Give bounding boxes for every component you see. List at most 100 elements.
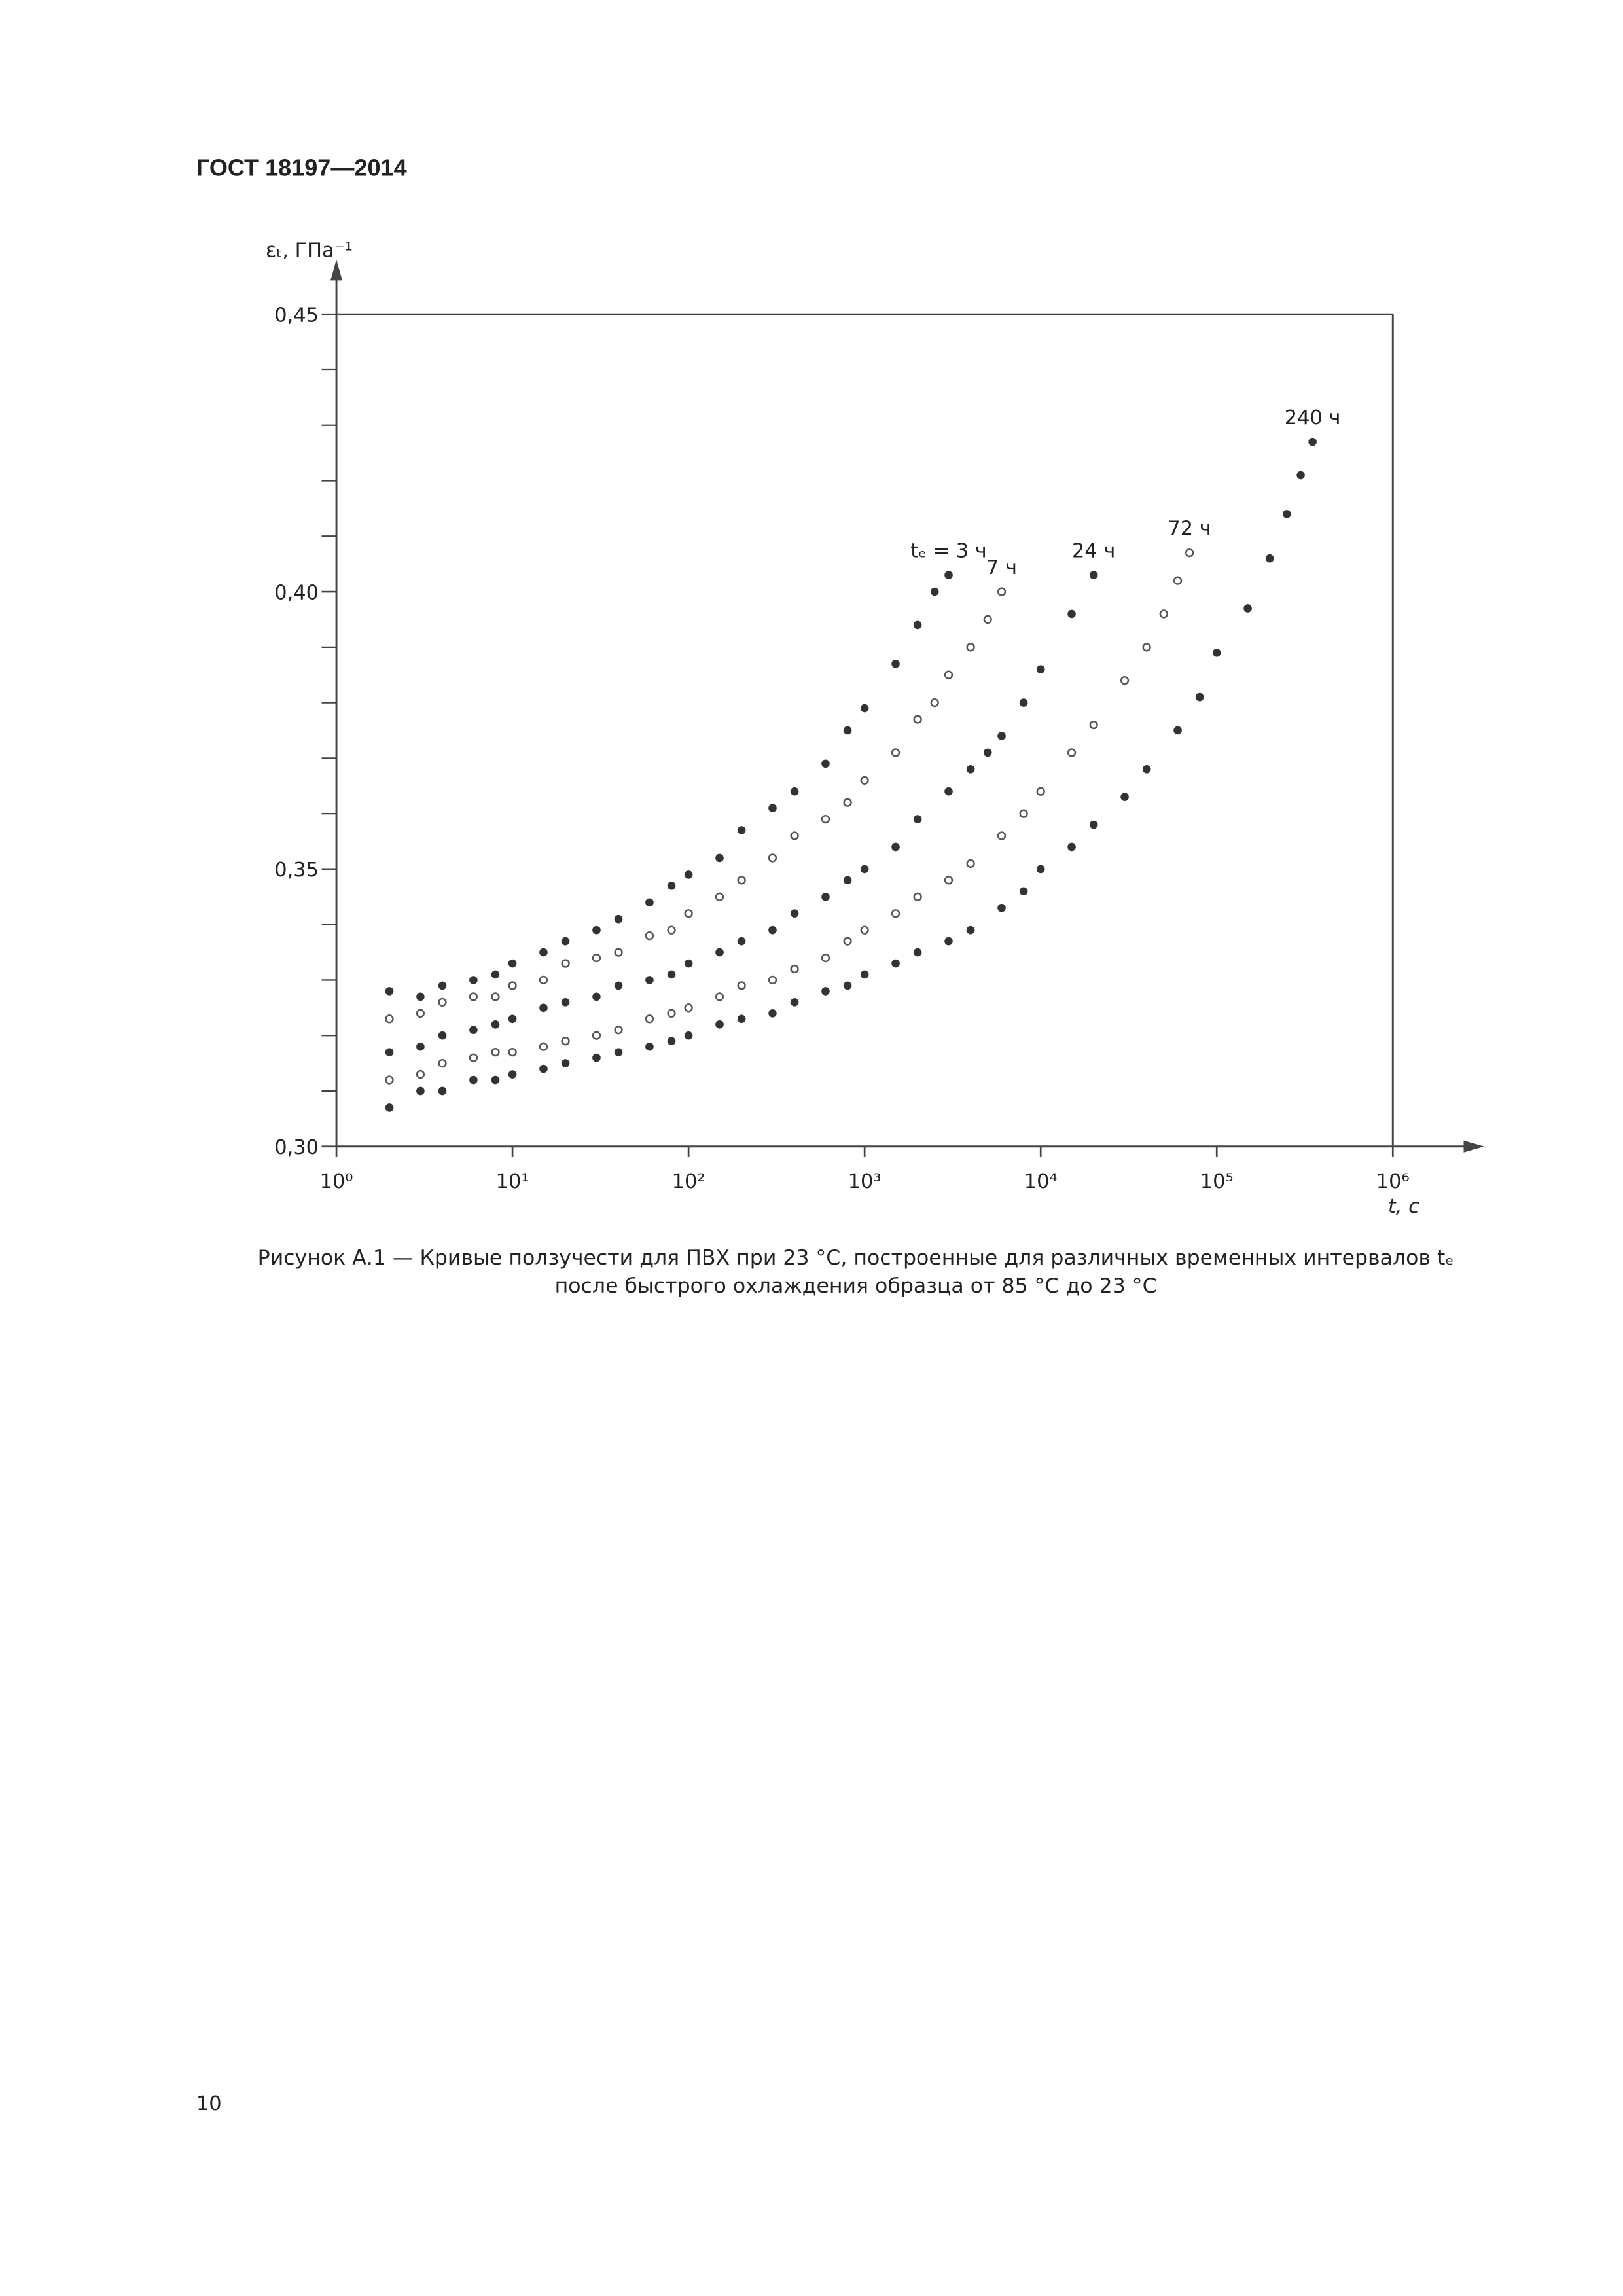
data-point <box>469 976 478 984</box>
data-point <box>768 925 777 935</box>
data-point <box>860 925 869 935</box>
data-point <box>821 953 830 963</box>
data-point <box>1067 748 1077 757</box>
x-tick-label: 10³ <box>848 1170 882 1193</box>
data-point <box>1173 576 1183 585</box>
data-point <box>385 1014 394 1024</box>
data-point <box>539 1003 548 1013</box>
data-point <box>667 1037 676 1045</box>
series-label: 240 ч <box>1285 406 1341 429</box>
data-point <box>385 1075 394 1085</box>
data-point <box>944 787 953 796</box>
data-point <box>983 615 992 624</box>
data-point <box>1036 787 1045 796</box>
data-point <box>491 1020 500 1029</box>
y-tick-label: 0,45 <box>274 304 319 327</box>
data-point <box>944 876 954 885</box>
data-point <box>913 815 922 823</box>
data-point <box>1282 510 1291 518</box>
data-point <box>715 853 724 863</box>
data-point <box>614 981 623 990</box>
data-point <box>891 659 900 668</box>
data-point <box>491 1047 500 1057</box>
caption-line: Рисунок А.1 — Кривые ползучести для ПВХ … <box>258 1246 1454 1270</box>
data-point <box>438 1031 447 1040</box>
data-point <box>469 1026 478 1035</box>
data-point <box>684 1031 693 1040</box>
data-point <box>645 1042 654 1051</box>
y-tick-label: 0,30 <box>274 1136 319 1159</box>
series-label: 7 ч <box>986 556 1017 579</box>
data-point <box>1142 765 1151 774</box>
series-label: 24 ч <box>1072 540 1115 563</box>
data-point <box>469 992 478 1001</box>
data-point <box>491 970 500 979</box>
data-point <box>1019 809 1028 818</box>
data-point <box>592 1053 601 1062</box>
data-point <box>438 1058 447 1068</box>
data-point <box>715 892 724 901</box>
data-point <box>592 1031 601 1040</box>
data-point <box>385 987 394 996</box>
data-point <box>1159 609 1168 619</box>
data-point <box>1120 676 1130 685</box>
data-point <box>684 959 693 968</box>
data-point <box>966 765 975 774</box>
data-point <box>1265 554 1274 563</box>
data-point <box>1089 571 1098 579</box>
data-point <box>416 1086 425 1096</box>
data-point <box>737 876 746 885</box>
data-point <box>1195 692 1204 702</box>
data-point <box>592 992 601 1001</box>
data-point <box>645 931 654 941</box>
data-point <box>1296 471 1305 480</box>
data-point <box>790 909 799 918</box>
x-tick-label: 10⁴ <box>1024 1170 1058 1193</box>
data-point <box>684 870 693 879</box>
x-arrow <box>1463 1140 1485 1153</box>
data-point <box>843 876 852 885</box>
data-point <box>592 925 601 935</box>
data-point <box>1089 820 1098 829</box>
data-point <box>491 1075 500 1085</box>
x-tick-label: 10⁵ <box>1200 1170 1234 1193</box>
data-point <box>768 853 777 863</box>
data-point <box>561 1059 570 1067</box>
data-point <box>667 1009 676 1018</box>
data-point <box>1036 665 1045 674</box>
data-point <box>997 732 1006 740</box>
data-point <box>997 903 1006 912</box>
data-point <box>684 909 693 918</box>
data-point <box>737 937 746 946</box>
data-point <box>768 1009 777 1018</box>
data-point <box>821 987 830 996</box>
data-point <box>469 1053 478 1062</box>
data-point <box>1089 720 1098 730</box>
data-point <box>860 970 869 979</box>
data-point <box>966 925 975 935</box>
data-point <box>667 970 676 979</box>
data-point <box>645 1014 654 1024</box>
data-point <box>790 831 799 840</box>
data-point <box>561 1037 570 1046</box>
header-title: ГОСТ 18197—2014 <box>196 154 407 181</box>
data-point <box>539 975 548 985</box>
data-point <box>790 964 799 974</box>
data-point <box>891 959 900 968</box>
data-point <box>913 892 922 901</box>
data-point <box>614 1026 623 1035</box>
data-point <box>539 948 548 957</box>
data-point <box>385 1103 394 1112</box>
x-axis-label: t, с <box>1388 1195 1419 1218</box>
data-point <box>469 1075 478 1085</box>
data-point <box>891 842 900 852</box>
data-point <box>438 981 447 990</box>
series-label: 72 ч <box>1168 518 1211 541</box>
data-point <box>561 937 570 946</box>
data-point <box>561 959 570 968</box>
data-point <box>614 948 623 957</box>
x-tick-label: 10⁰ <box>320 1170 353 1193</box>
data-point <box>1019 698 1028 707</box>
data-point <box>561 998 570 1007</box>
data-point <box>539 1064 548 1073</box>
